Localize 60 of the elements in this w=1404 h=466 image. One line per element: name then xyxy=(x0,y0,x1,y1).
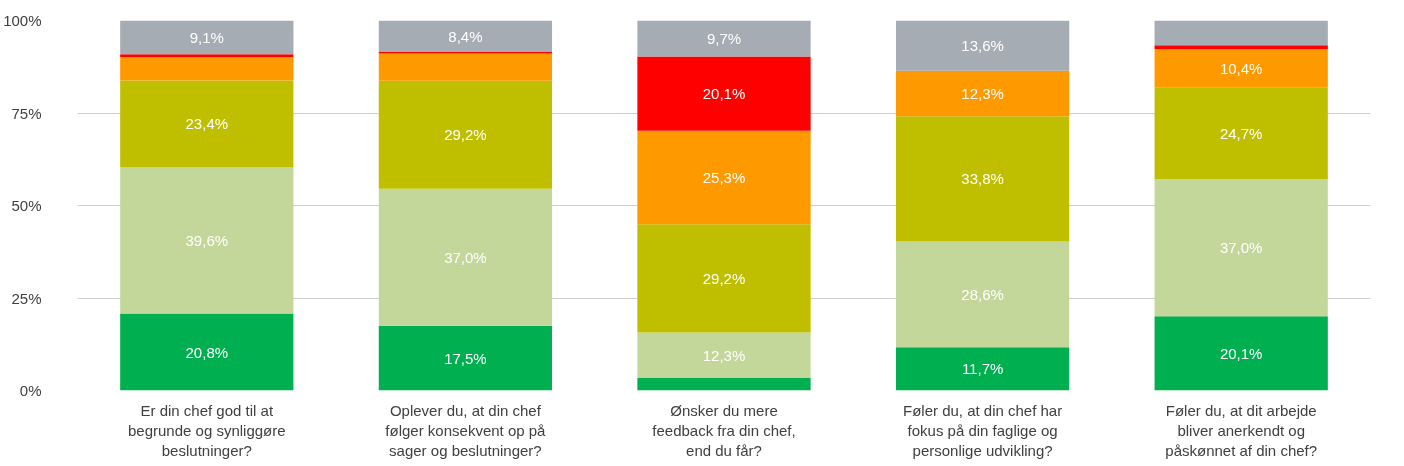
bar xyxy=(1154,20,1328,46)
bar xyxy=(637,56,811,131)
bar xyxy=(1154,45,1328,50)
x-tick-label: Oplever du, at din chef følger konsekvent op på sager og beslutninger? xyxy=(385,401,547,460)
bar xyxy=(895,70,1070,117)
data-label: 37,0% xyxy=(1219,239,1263,257)
data-label: 8,4% xyxy=(448,27,483,45)
bar xyxy=(378,188,553,326)
bar xyxy=(895,116,1070,242)
x-tick-label: Føler du, at din chef har fokus på din faglige og personlige udvikling? xyxy=(902,401,1063,460)
y-tick-label: 75% xyxy=(11,104,42,122)
bar xyxy=(378,53,553,81)
data-label: 12,3% xyxy=(702,346,746,364)
bar xyxy=(895,241,1070,348)
bar xyxy=(1154,179,1328,317)
data-label: 11,7% xyxy=(961,360,1004,378)
bar xyxy=(120,20,294,55)
bar xyxy=(120,80,294,168)
bar xyxy=(378,20,553,52)
data-label: 13,6% xyxy=(961,37,1004,55)
data-label: 20,1% xyxy=(702,85,746,103)
bar xyxy=(378,325,553,391)
bar xyxy=(120,54,294,58)
data-label: 37,0% xyxy=(444,248,487,266)
data-label: 33,8% xyxy=(961,170,1004,188)
x-tick-label: Føler du, at dit arbejde bliver anerkendt og påskønnet af din chef? xyxy=(1165,401,1318,460)
data-label: 28,6% xyxy=(961,285,1004,303)
bar xyxy=(637,130,811,225)
bar xyxy=(1154,49,1328,88)
bar xyxy=(637,224,811,333)
y-tick-label: 50% xyxy=(11,197,42,214)
bar xyxy=(637,20,811,57)
bar xyxy=(637,377,811,391)
data-label: 23,4% xyxy=(185,115,229,133)
bar xyxy=(120,167,294,314)
data-label: 29,2% xyxy=(444,126,487,144)
bar xyxy=(895,20,1070,71)
data-label: 10,4% xyxy=(1219,60,1263,78)
data-label: 20,8% xyxy=(185,343,229,361)
data-label: 20,1% xyxy=(1219,344,1263,362)
y-tick-label: 0% xyxy=(19,382,42,399)
bar xyxy=(895,347,1070,391)
data-label: 12,3% xyxy=(961,85,1004,103)
bar xyxy=(1154,316,1328,391)
bar xyxy=(120,57,294,81)
data-label: 9,1% xyxy=(189,28,224,46)
data-label: 24,7% xyxy=(1219,125,1263,143)
data-label: 9,7% xyxy=(706,29,742,47)
bar xyxy=(637,332,811,378)
y-tick-label: 25% xyxy=(11,289,42,307)
x-tick-label: Ønsker du mere feedback fra din chef, end du får? xyxy=(652,401,796,460)
x-tick-label: Er din chef god til at begrunde og synliggøre beslutninger? xyxy=(128,401,286,460)
y-tick-label: 100% xyxy=(3,12,42,29)
data-label: 29,2% xyxy=(702,269,746,287)
bar xyxy=(378,80,553,189)
bar xyxy=(1154,87,1328,180)
data-label: 39,6% xyxy=(185,231,229,249)
data-label: 25,3% xyxy=(702,169,746,187)
data-label: 17,5% xyxy=(444,349,487,367)
bar xyxy=(120,313,294,391)
